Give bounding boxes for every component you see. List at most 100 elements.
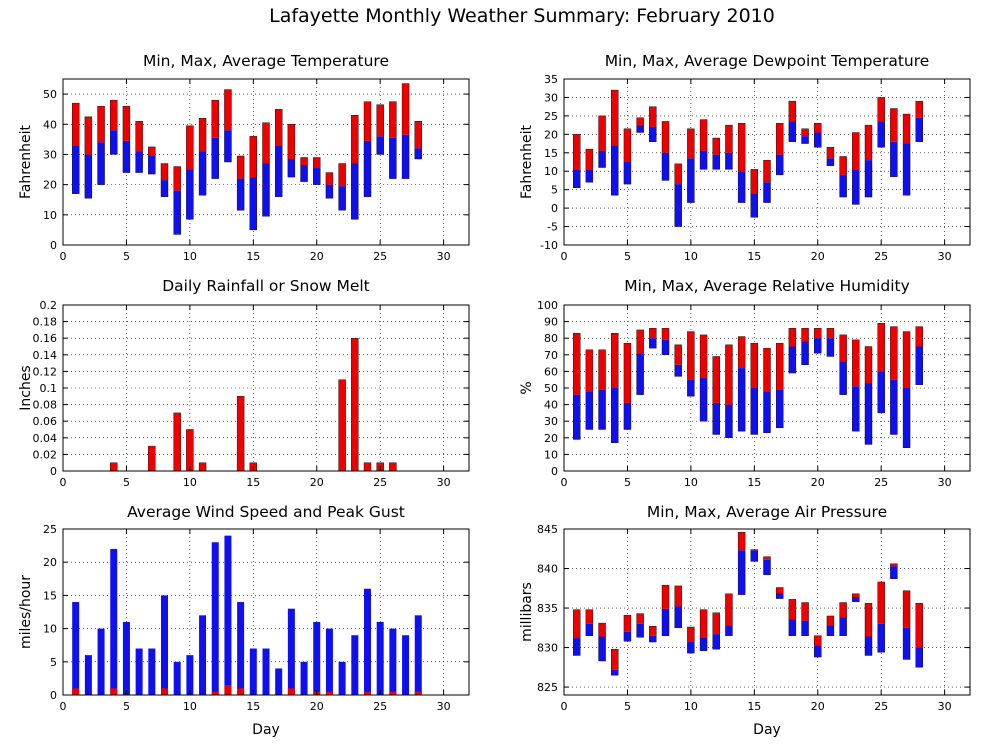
plot-frame — [563, 528, 971, 696]
dewpoint-bar-outline — [661, 121, 670, 181]
dewpoint-bar-outline — [902, 113, 911, 196]
humidity-avg-min-bar — [865, 383, 872, 445]
pressure-avg-min-bar — [788, 619, 796, 636]
chart-panels: Min, Max, Average Temperature01020304050… — [18, 52, 971, 738]
humidity-avg-min-bar — [877, 371, 885, 413]
pressure-max-avg-bar — [814, 635, 822, 646]
dewpoint-max-avg-bar — [763, 160, 771, 183]
x-tick-label: 25 — [874, 476, 888, 489]
humidity-avg-min-bar — [611, 388, 619, 443]
temperature-avg-min-bar — [414, 148, 422, 159]
x-tick-label: 15 — [246, 250, 260, 263]
humidity-avg-min-bar — [738, 368, 746, 432]
pressure-avg-min-bar — [573, 638, 581, 656]
humidity-bar-outline — [611, 333, 619, 443]
dewpoint-bar-outline — [623, 128, 632, 185]
rain-bar — [198, 462, 207, 472]
y-tick-label: 830 — [537, 642, 558, 655]
wind-average-bar — [287, 688, 295, 695]
pressure-avg-min-bar — [826, 625, 834, 636]
humidity-bar-outline — [826, 328, 835, 357]
pressure-bar-outline — [852, 593, 860, 602]
temperature-bar-outline — [262, 122, 270, 217]
humidity-max-avg-bar — [814, 328, 822, 339]
y-tick-label: 20 — [43, 556, 57, 569]
humidity-max-avg-bar — [636, 329, 644, 354]
humidity-max-avg-bar — [738, 336, 746, 369]
temperature-max-avg-bar — [199, 118, 207, 152]
pressure-avg-min-bar — [636, 623, 644, 638]
temperature-max-avg-bar — [338, 163, 346, 187]
temperature-avg-min-bar — [173, 190, 181, 235]
y-tick-label: 0 — [50, 689, 57, 702]
dewpoint-avg-min-bar — [623, 162, 631, 185]
pressure-max-avg-bar — [826, 615, 834, 626]
pressure-max-avg-bar — [776, 587, 784, 594]
x-tick-label: 5 — [624, 250, 631, 263]
wind-average-bar — [237, 688, 245, 695]
temperature-max-avg-bar — [262, 122, 270, 164]
y-tick-label: 15 — [544, 147, 558, 160]
y-tick-label: 0.14 — [33, 349, 58, 362]
humidity-max-avg-bar — [852, 339, 860, 387]
dewpoint-max-avg-bar — [623, 128, 631, 162]
temperature-bar-outline — [160, 163, 169, 197]
humidity-bar-outline — [572, 333, 581, 440]
dewpoint-avg-min-bar — [776, 154, 784, 175]
dewpoint-bar-outline — [636, 117, 644, 133]
temperature-max-avg-bar — [325, 172, 333, 185]
y-tick-label: 0 — [551, 202, 558, 215]
dewpoint-bar-outline — [572, 134, 581, 189]
dewpoint-bar-outline — [674, 163, 682, 227]
humidity-bar-outline — [585, 349, 594, 430]
pressure-bar-outline — [623, 614, 632, 642]
humidity-max-avg-bar — [763, 348, 771, 392]
temperature-avg-min-bar — [313, 168, 321, 185]
wind-gust-bar — [84, 655, 92, 695]
temperature-max-avg-bar — [186, 125, 194, 170]
pressure-max-avg-bar — [750, 549, 758, 551]
temperature-bar-outline — [300, 157, 308, 182]
dewpoint-avg-min-bar — [662, 152, 669, 181]
pressure-avg-min-bar — [839, 617, 847, 636]
pressure-bar-outline — [801, 602, 809, 636]
dewpoint-bar-outline — [775, 123, 784, 176]
dewpoint-avg-min-bar — [877, 121, 885, 148]
humidity-max-avg-bar — [623, 343, 631, 403]
dewpoint-max-avg-bar — [573, 134, 581, 170]
x-tick-label: 10 — [183, 476, 197, 489]
dewpoint-max-avg-bar — [814, 123, 822, 133]
temperature-bar-outline — [122, 105, 131, 173]
temperature-avg-min-bar — [402, 134, 410, 179]
humidity-max-avg-bar — [788, 328, 796, 347]
humidity-avg-min-bar — [903, 388, 911, 448]
humidity-max-avg-bar — [573, 333, 581, 395]
y-tick-label: 0.02 — [33, 448, 58, 461]
humidity-bar-outline — [674, 344, 682, 377]
chart-title-temperature: Min, Max, Average Temperature — [143, 52, 389, 70]
wind-gust-bar — [338, 661, 346, 695]
temperature-avg-min-bar — [211, 137, 219, 179]
wind-gust-bar — [262, 648, 270, 695]
y-tick-label: 0.12 — [33, 365, 58, 378]
x-tick-label: 0 — [561, 476, 568, 489]
dewpoint-max-avg-bar — [852, 132, 860, 170]
temperature-bar-outline — [71, 102, 80, 194]
dewpoint-max-avg-bar — [890, 108, 898, 142]
wind-gust-bar — [287, 608, 295, 695]
humidity-avg-min-bar — [725, 404, 733, 438]
pressure-bar-outline — [890, 563, 898, 579]
humidity-max-avg-bar — [649, 328, 657, 339]
rain-bar — [363, 462, 372, 472]
y-tick-label: 845 — [537, 523, 558, 536]
dewpoint-max-avg-bar — [598, 115, 606, 151]
y-tick-label: 60 — [544, 365, 558, 378]
pressure-bar-outline — [775, 587, 784, 599]
chart-temperature: Min, Max, Average Temperature01020304050… — [18, 52, 470, 263]
y-tick-label: 70 — [544, 349, 558, 362]
wind-average-bar — [110, 688, 118, 695]
x-tick-label: 5 — [624, 700, 631, 713]
temperature-max-avg-bar — [364, 101, 371, 141]
temperature-bar-outline — [401, 83, 410, 179]
